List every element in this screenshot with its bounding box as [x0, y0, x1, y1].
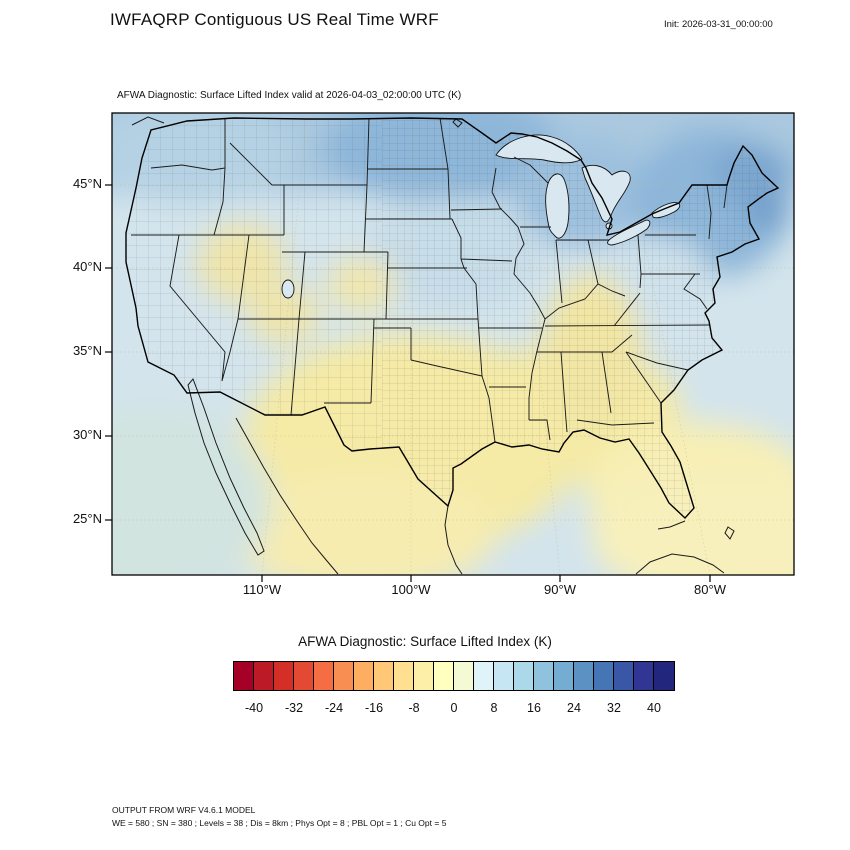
colorbar-cell: [254, 662, 274, 690]
colorbar-tick: 40: [647, 701, 661, 715]
colorbar-tick: -24: [324, 701, 344, 715]
colorbar-tick: -32: [284, 701, 304, 715]
lat-tick-label: 30°N: [72, 427, 102, 442]
colorbar-cell: [394, 662, 414, 690]
lon-tick-label: 90°W: [544, 582, 576, 597]
us-outline: [125, 117, 780, 519]
colorbar-cell: [374, 662, 394, 690]
colorbar-tick: 16: [527, 701, 541, 715]
colorbar-cell: [274, 662, 294, 690]
colorbar-cell: [594, 662, 614, 690]
colorbar-cell: [474, 662, 494, 690]
lon-tick-label: 110°W: [242, 582, 282, 597]
lat-tick-label: 35°N: [72, 343, 102, 358]
colorbar-tick: 8: [490, 701, 498, 715]
footer-model-line: OUTPUT FROM WRF V4.6.1 MODEL: [112, 805, 256, 815]
axis-ticks: [105, 184, 711, 582]
colorbar-cell: [654, 662, 674, 690]
state-borders: [131, 117, 728, 443]
colorbar-tick: -8: [408, 701, 420, 715]
page-title: IWFAQRP Contiguous US Real Time WRF: [110, 10, 439, 29]
us-map: [105, 112, 795, 582]
colorbar-cell: [294, 662, 314, 690]
lat-tick-label: 40°N: [72, 259, 102, 274]
init-timestamp: Init: 2026-03-31_00:00:00: [664, 19, 773, 30]
colorbar: [233, 661, 675, 691]
colorbar-tick: -40: [244, 701, 264, 715]
footer-config-line: WE = 580 ; SN = 380 ; Levels = 38 ; Dis …: [112, 818, 447, 828]
colorbar-cell: [314, 662, 334, 690]
colorbar-tick-labels: -40 -32 -24 -16 -8 0 8 16 24 32 40: [234, 701, 674, 715]
colorbar-cell: [354, 662, 374, 690]
colorbar-cell: [574, 662, 594, 690]
colorbar-cell: [634, 662, 654, 690]
colorbar-cell: [414, 662, 434, 690]
map-area: 45°N 40°N 35°N 30°N 25°N 110°W 100°W 90°…: [73, 112, 795, 597]
colorbar-title: AFWA Diagnostic: Surface Lifted Index (K…: [298, 634, 552, 649]
colorbar-cell: [514, 662, 534, 690]
great-lakes: [281, 134, 681, 299]
colorbar-cell: [334, 662, 354, 690]
colorbar-tick: -16: [364, 701, 384, 715]
mexico-cuba-coastlines: [131, 116, 735, 575]
colorbar-tick: 32: [607, 701, 621, 715]
lat-tick-label: 25°N: [72, 511, 102, 526]
colorbar-cell: [494, 662, 514, 690]
colorbar-cell: [454, 662, 474, 690]
lat-tick-label: 45°N: [72, 176, 102, 191]
lon-tick-label: 100°W: [391, 582, 431, 597]
map-frame: [105, 112, 795, 582]
colorbar-cell: [534, 662, 554, 690]
colorbar-cell: [554, 662, 574, 690]
colorbar-tick: 24: [567, 701, 581, 715]
color-field: [112, 113, 794, 575]
colorbar-tick: 0: [450, 701, 458, 715]
colorbar-cell: [234, 662, 254, 690]
colorbar-cell: [614, 662, 634, 690]
colorbar-cell: [434, 662, 454, 690]
lon-tick-label: 80°W: [694, 582, 726, 597]
map-subtitle: AFWA Diagnostic: Surface Lifted Index va…: [117, 90, 462, 101]
colorbar-cells: [234, 662, 674, 690]
